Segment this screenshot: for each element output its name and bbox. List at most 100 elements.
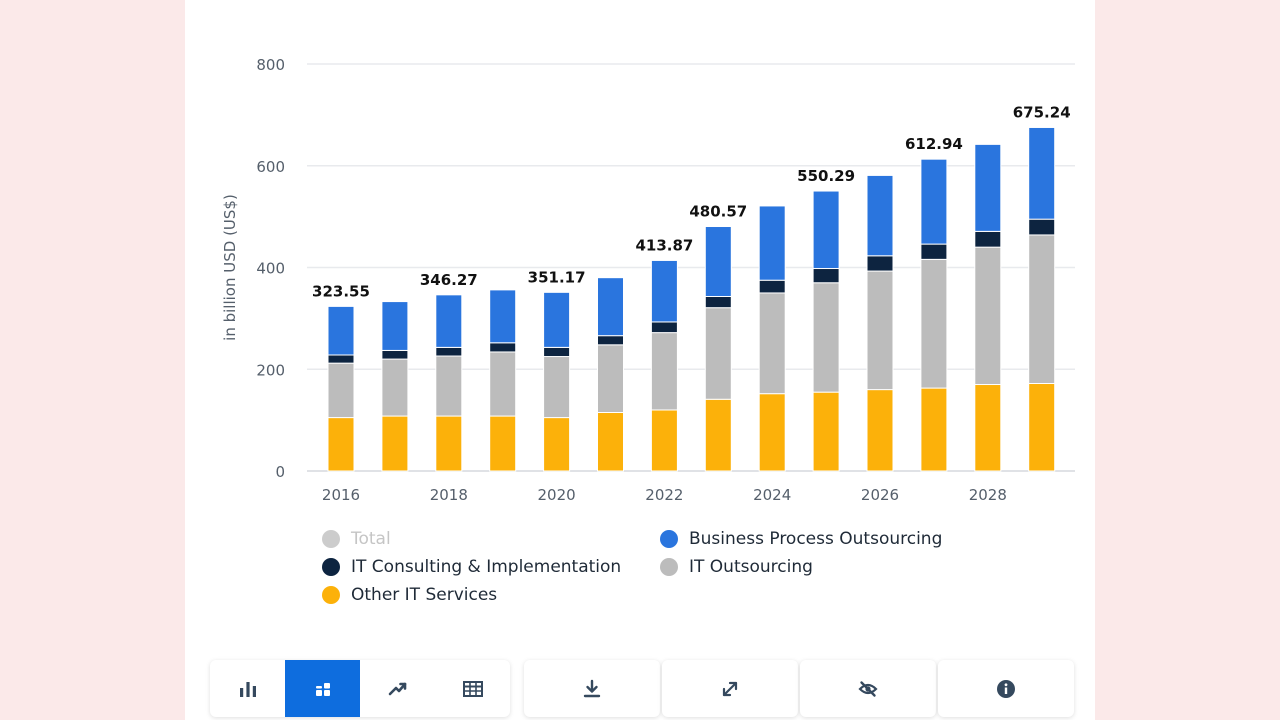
x-tick-label: 2018 [430,486,468,504]
x-tick-label: 2028 [969,486,1007,504]
bar-segment-bpo [974,143,1002,232]
bar-segment-it_outsourcing [704,307,732,400]
x-tick-label: 2026 [861,486,899,504]
y-axis-label: in billion USD (US$) [221,194,239,341]
total-label: 346.27 [420,271,478,289]
bar-segment-consulting [327,354,355,364]
bar-segment-bpo [597,277,624,337]
fullscreen-group [662,660,798,717]
bar-chart-button[interactable] [210,660,285,717]
chart-legend: Total Business Process Outsourcing IT Cons… [322,528,1022,606]
bar-segment-consulting [543,346,571,358]
bar-segment-other [435,415,463,472]
stacked-bar-icon [315,682,330,696]
legend-item[interactable]: Other IT Services [322,584,660,606]
bar-segment-consulting [866,255,894,272]
bar-segment-consulting [812,268,840,284]
legend-label: Business Process Outsourcing [689,529,943,549]
bar-segment-consulting [974,230,1002,248]
y-tick-label: 0 [275,463,285,481]
bar-segment-consulting [758,279,786,294]
legend-marker [322,558,340,576]
bar-segment-other [974,384,1002,472]
bar-segment-it_outsourcing [1028,234,1056,384]
bar-segment-other [920,387,948,472]
bar-segment-other [704,398,732,472]
bar-segment-other [381,415,409,472]
total-label: 675.24 [1013,103,1071,121]
bar-segment-other [650,409,678,472]
bar-segment-bpo [327,305,355,356]
chart-type-group [210,660,510,717]
bar-segment-other [866,389,894,472]
x-tick-label: 2020 [538,486,576,504]
bar-segment-bpo [866,174,894,257]
bar-segment-consulting [704,295,732,309]
bar-segment-other [758,393,786,472]
bar-segment-it_outsourcing [974,246,1002,386]
legend-item[interactable]: Business Process Outsourcing [660,528,1020,550]
hide-button[interactable] [800,660,936,717]
fullscreen-button[interactable] [662,660,798,717]
line-chart-button[interactable] [360,660,435,717]
total-label: 351.17 [528,268,586,286]
legend-marker [660,558,678,576]
table-view-button[interactable] [435,660,510,717]
bar-segment-other [489,415,517,472]
total-label: 550.29 [797,167,855,185]
bar-segment-it_outsourcing [489,351,517,417]
info-group [938,660,1074,717]
x-tick-label: 2024 [753,486,791,504]
bar-segment-consulting [1028,218,1056,236]
bar-segment-bpo [758,205,786,281]
bar-segment-it_outsourcing [543,356,571,419]
bar-segment-it_outsourcing [327,362,355,419]
legend-marker [660,530,678,548]
legend-label: Other IT Services [351,585,498,605]
bar-segment-consulting [435,346,463,357]
bar-segment-consulting [597,335,624,346]
bar-segment-consulting [920,243,948,260]
legend-label: IT Outsourcing [689,557,813,577]
bar-segment-bpo [812,190,840,270]
eye-off-icon [858,680,878,697]
bar-segment-it_outsourcing [381,358,409,417]
download-button[interactable] [524,660,660,717]
total-label: 413.87 [635,236,693,254]
table-grid-icon [462,680,483,697]
bar-segment-it_outsourcing [866,270,894,391]
info-button[interactable] [938,660,1074,717]
bar-segment-it_outsourcing [758,292,786,395]
legend-marker [322,530,340,548]
hide-group [800,660,936,717]
legend-item[interactable]: IT Outsourcing [660,556,1020,578]
y-tick-label: 200 [256,361,285,379]
bar-segment-bpo [920,158,948,245]
x-tick-label: 2022 [645,486,683,504]
total-label: 612.94 [905,135,963,153]
bar-segment-it_outsourcing [920,258,948,389]
legend-item[interactable]: IT Consulting & Implementation [322,556,660,578]
y-tick-label: 400 [256,260,285,278]
stacked-bar-chart: 0 200 400 600 800 in billion USD (US$) 2016 201… [221,56,1075,504]
stacked-chart-button[interactable] [285,660,360,717]
bar-segment-bpo [704,226,732,297]
bar-segment-it_outsourcing [597,344,624,413]
legend-label: IT Consulting & Implementation [351,557,622,577]
y-tick-label: 600 [256,158,285,176]
chart-panel: 0 200 400 600 800 in billion USD (US$) 2016 201… [185,0,1095,720]
x-tick-label: 2016 [322,486,360,504]
bar-segment-other [597,411,624,472]
legend-item[interactable]: Total [322,528,660,550]
bar-segment-bpo [435,294,463,348]
total-label: 480.57 [689,203,747,221]
bar-segment-other [543,417,571,472]
bar-segment-bpo [543,291,571,348]
total-label: 323.55 [312,282,370,300]
bar-segment-it_outsourcing [650,332,678,411]
trend-line-icon [388,682,406,695]
bar-segment-other [812,391,840,472]
bar-chart-icon [239,681,256,697]
bar-segment-consulting [489,342,517,353]
download-group [524,660,660,717]
